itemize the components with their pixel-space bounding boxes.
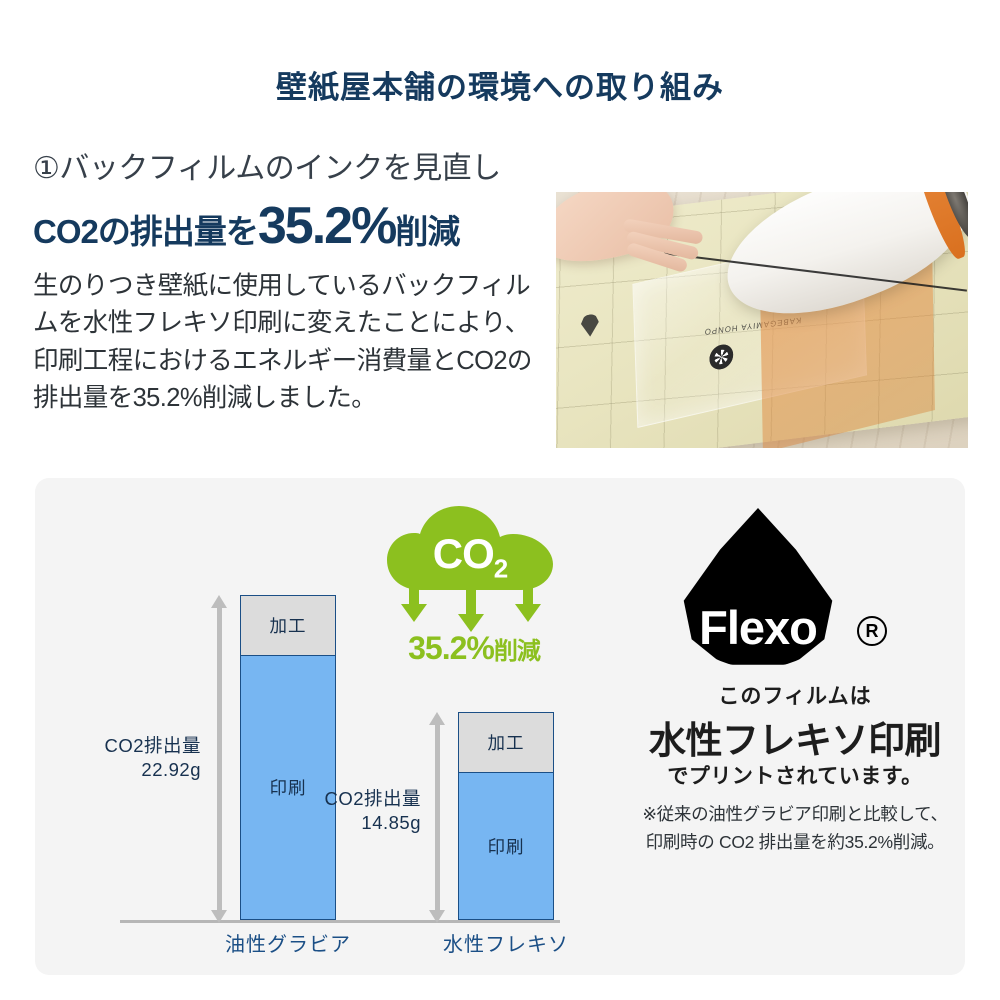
flexo-caption: このフィルムは xyxy=(718,685,872,708)
intro-headline: CO2の排出量を35.2%削減 xyxy=(33,195,553,257)
co2-label-sub: 2 xyxy=(493,553,509,584)
intro-lead: ①バックフィルムのインクを見直し xyxy=(33,152,501,185)
bar-segment-processing: 加工 xyxy=(459,713,553,773)
measure-arrow-head-down xyxy=(429,910,445,923)
bar-segment-processing: 加工 xyxy=(241,596,335,656)
co2-cloud-text: CO2 xyxy=(385,530,555,584)
flexo-logo-text: Flexo xyxy=(699,601,818,654)
page-title: 壁紙屋本舗の環境への取り組み xyxy=(276,70,724,105)
flexo-note-line-2: 印刷時の CO2 排出量を約35.2%削減。 xyxy=(645,832,945,852)
flexo-note: ※従来の油性グラビア印刷と比較して、 印刷時の CO2 排出量を約35.2%削減… xyxy=(625,800,965,856)
measure-arrow-head-up xyxy=(429,712,445,725)
measure-total: 22.92g xyxy=(141,759,201,781)
co2-reduction-text: 35.2%削減 xyxy=(379,630,569,667)
co2-cloud-icon: CO2 xyxy=(385,504,555,592)
bar-oil-gravure: 加工 印刷 xyxy=(240,595,336,920)
arrow-tip xyxy=(458,614,484,632)
down-arrow-icon xyxy=(401,586,427,622)
category-label-water-flexo: 水性フレキソ xyxy=(443,934,569,956)
measure-arrow-shaft xyxy=(435,722,440,913)
intro-headline-prefix: CO2の排出量を xyxy=(33,212,259,250)
co2-reduction-badge: CO2 35.2%削減 xyxy=(385,500,590,680)
measure-label: CO2排出量 xyxy=(104,735,201,756)
co2-bar-chart: 加工 印刷 CO2排出量 22.92g 油性グラビア 加工 印刷 CO2排出量 … xyxy=(35,478,595,975)
registered-trademark-icon: R xyxy=(857,616,887,646)
arrow-stem xyxy=(466,586,476,614)
flexo-info-block: Flexo R このフィルムは 水性フレキソ印刷 でプリントされています。 ※従… xyxy=(625,498,965,958)
bar-segment-printing: 印刷 xyxy=(241,656,335,919)
co2-label-main: CO xyxy=(432,530,495,577)
arrow-tip xyxy=(515,604,541,622)
measure-arrow-shaft xyxy=(217,605,222,913)
arrow-stem xyxy=(409,586,419,606)
bar-water-flexo: 加工 印刷 xyxy=(458,712,554,920)
wallpaper-film-photo: KABEGAMIYA HONPO xyxy=(556,192,968,448)
flexo-main-text: 水性フレキソ印刷 xyxy=(649,720,942,761)
chart-baseline-axis xyxy=(120,920,560,923)
flexo-note-line-1: ※従来の油性グラビア印刷と比較して、 xyxy=(642,804,948,824)
measure-label: CO2排出量 xyxy=(324,788,421,809)
down-arrow-icon xyxy=(458,586,484,632)
co2-down-arrows xyxy=(401,586,541,632)
bar-value-water-flexo: CO2排出量 14.85g xyxy=(273,787,421,835)
co2-reduction-unit: 削減 xyxy=(493,638,541,665)
intro-headline-value: 35.2% xyxy=(257,196,397,255)
intro-headline-suffix: 削減 xyxy=(395,212,460,250)
ink-drop-icon: Flexo xyxy=(679,508,837,668)
arrow-tip xyxy=(401,604,427,622)
measure-arrow-oil-gravure xyxy=(211,595,227,923)
arrow-stem xyxy=(523,586,533,606)
bar-value-oil-gravure: CO2排出量 22.92g xyxy=(51,734,201,782)
photo-film-seal-icon xyxy=(709,342,734,372)
flexo-logo: Flexo R xyxy=(625,498,965,670)
intro-body-paragraph: 生のりつき壁紙に使用しているバックフィルムを水性フレキソ印刷に変えたことにより、… xyxy=(33,271,532,413)
flexo-sub-text: でプリントされています。 xyxy=(667,765,923,788)
down-arrow-icon xyxy=(515,586,541,622)
co2-reduction-value: 35.2% xyxy=(408,630,495,666)
measure-total: 14.85g xyxy=(361,812,421,834)
measure-arrow-water-flexo xyxy=(429,712,445,923)
category-label-oil-gravure: 油性グラビア xyxy=(225,934,351,956)
comparison-panel: 加工 印刷 CO2排出量 22.92g 油性グラビア 加工 印刷 CO2排出量 … xyxy=(35,478,965,975)
photo-hand xyxy=(556,192,713,287)
measure-arrow-head-up xyxy=(211,595,227,608)
measure-arrow-head-down xyxy=(211,910,227,923)
intro-text-block: ①バックフィルムのインクを見直し CO2の排出量を35.2%削減 生のりつき壁紙… xyxy=(33,152,553,418)
bar-segment-printing: 印刷 xyxy=(459,773,553,919)
